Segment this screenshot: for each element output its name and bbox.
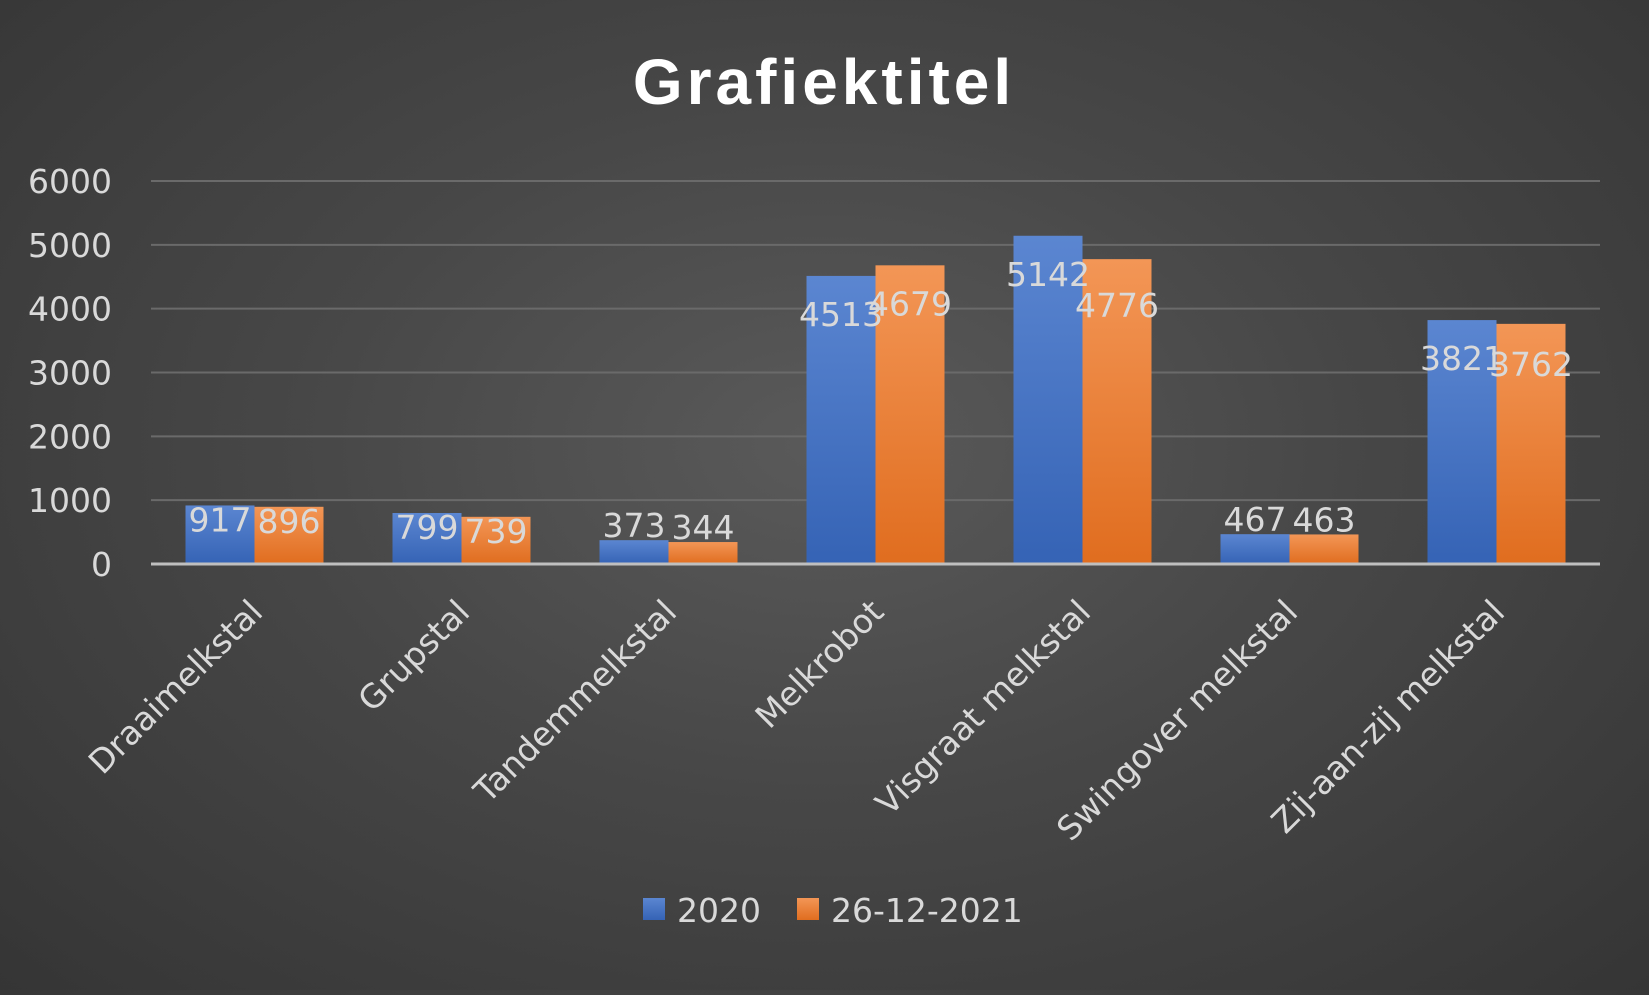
- data-label: 4776: [1075, 286, 1159, 325]
- bar: [806, 275, 876, 564]
- y-tick-label: 4000: [28, 290, 112, 329]
- data-label: 344: [672, 508, 735, 547]
- bar: [875, 265, 945, 564]
- x-tick-label: Tandemmelkstal: [465, 592, 684, 811]
- bar: [1220, 534, 1290, 564]
- y-tick-label: 5000: [28, 226, 112, 265]
- data-label: 5142: [1006, 255, 1090, 294]
- legend-label: 26-12-2021: [831, 891, 1023, 930]
- legend: 2020 26-12-2021: [643, 891, 1023, 930]
- x-tick-label: Draaimelkstal: [81, 592, 270, 781]
- bar: [392, 512, 462, 564]
- data-label: 739: [465, 512, 528, 551]
- data-label: 373: [603, 506, 666, 545]
- y-axis-ticks: 0 1000 2000 3000 4000 5000 6000: [28, 162, 112, 584]
- bar: [185, 505, 255, 564]
- data-label: 463: [1293, 500, 1356, 539]
- data-label: 4679: [868, 284, 952, 323]
- y-tick-label: 2000: [28, 417, 112, 456]
- bar: [599, 540, 669, 564]
- data-label: 467: [1224, 500, 1287, 539]
- legend-label: 2020: [677, 891, 761, 930]
- bar: [1082, 259, 1152, 564]
- bar: [1013, 235, 1083, 565]
- legend-swatch: [797, 898, 819, 920]
- y-tick-label: 3000: [28, 354, 112, 393]
- data-label: 4513: [799, 295, 883, 334]
- x-tick-label: Zij-aan-zij melkstal: [1264, 592, 1513, 841]
- y-tick-label: 1000: [28, 481, 112, 520]
- data-label: 896: [258, 502, 321, 541]
- data-label: 799: [396, 508, 459, 547]
- data-label: 3821: [1420, 339, 1504, 378]
- data-label: 917: [189, 500, 252, 539]
- bar: [461, 516, 531, 564]
- legend-swatch: [643, 898, 665, 920]
- y-tick-label: 0: [91, 545, 112, 584]
- bar: [254, 506, 324, 564]
- bar: [1427, 320, 1497, 564]
- x-tick-label: Grupstal: [350, 592, 477, 719]
- data-label: 3762: [1489, 345, 1573, 384]
- chart-title: Grafiektitel: [633, 46, 1015, 118]
- x-tick-label: Visgraat melkstal: [868, 592, 1098, 822]
- bar: [668, 542, 738, 564]
- bars: [185, 235, 1566, 565]
- x-tick-label: Melkrobot: [747, 592, 891, 736]
- y-tick-label: 6000: [28, 162, 112, 201]
- bar: [1496, 323, 1566, 564]
- bar: [1289, 534, 1359, 564]
